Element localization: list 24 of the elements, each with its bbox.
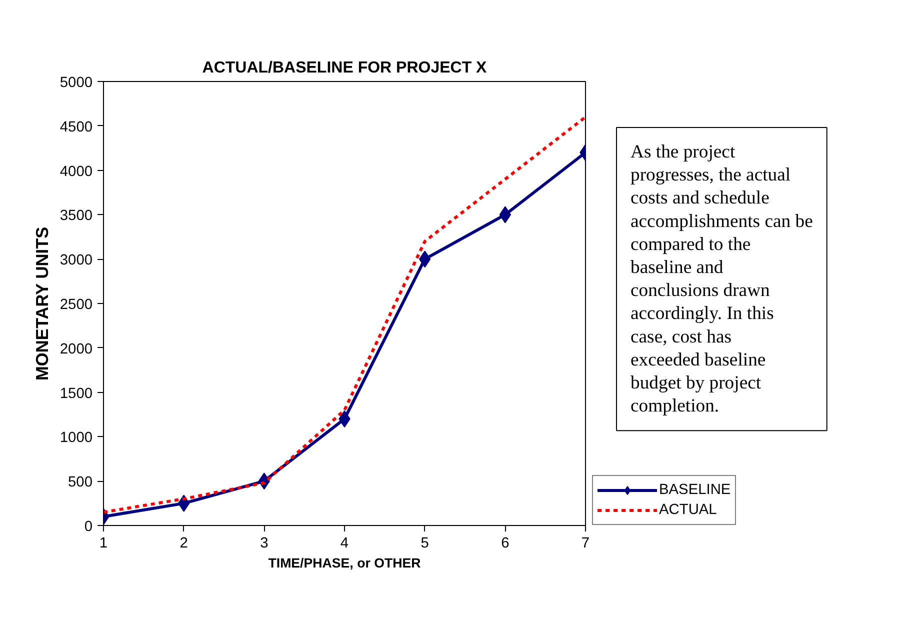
- text: As the project progresses, the actual costs and schedule accomplishments can be compared to the baseline and conclusions drawn accordingly. In this case, cost has exceeded baseline budget by project completion.: [630, 142, 813, 417]
- x-tick-label: 3: [260, 536, 268, 552]
- y-tick-label: 3500: [60, 208, 93, 224]
- y-tick-label: 500: [68, 474, 93, 491]
- y-tick-label: 0: [84, 519, 93, 535]
- x-tick-label: 5: [420, 536, 429, 552]
- legend-label: ACTUAL: [659, 502, 717, 518]
- y-tick-label: 1500: [60, 386, 93, 402]
- x-tick-label: 6: [501, 536, 510, 552]
- x-tick-label: 1: [99, 536, 108, 552]
- x-axis-title: TIME/PHASE, or OTHER: [268, 556, 422, 570]
- y-tick-label: 5000: [60, 75, 93, 91]
- y-tick-label: 3000: [60, 252, 93, 269]
- chart-title: ACTUAL/BASELINE FOR PROJECT X: [202, 60, 488, 76]
- y-tick-label: 4000: [60, 164, 93, 180]
- x-tick-label: 2: [180, 536, 188, 552]
- y-tick-label: 1000: [60, 430, 93, 446]
- x-tick-label: 4: [340, 536, 349, 552]
- y-tick-label: 2000: [60, 341, 93, 358]
- y-tick-label: 4500: [60, 119, 93, 136]
- x-tick-label: 7: [581, 536, 590, 552]
- y-axis-title: MONETARY UNITS: [32, 226, 52, 381]
- y-tick-label: 2500: [60, 297, 93, 313]
- legend-label: BASELINE: [659, 482, 731, 498]
